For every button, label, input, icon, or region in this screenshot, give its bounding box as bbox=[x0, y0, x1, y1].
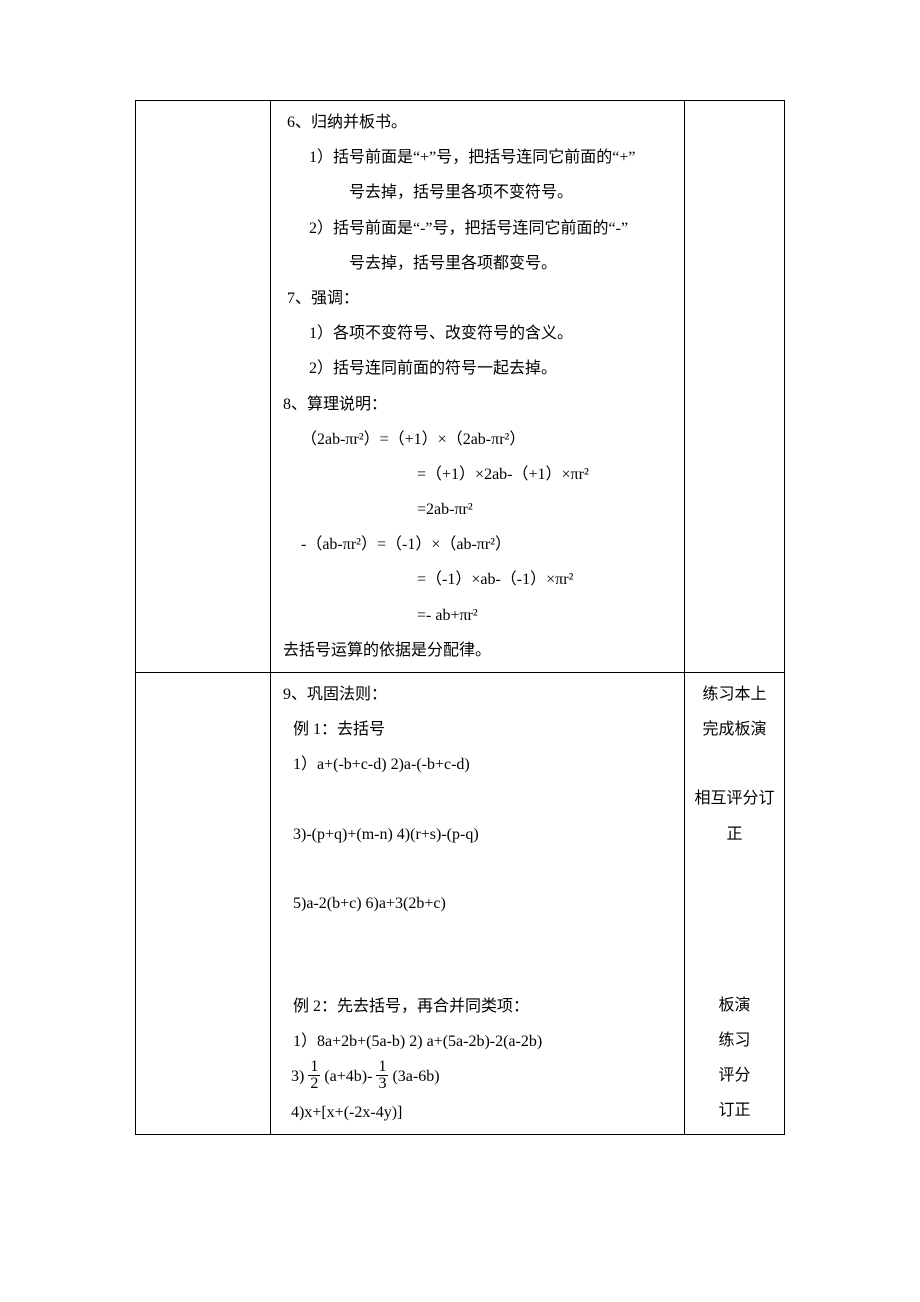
spacer bbox=[277, 783, 678, 817]
math: 4)x+[x+(-2x-4y)] bbox=[277, 1095, 678, 1130]
note: 订正 bbox=[691, 1093, 778, 1128]
note: 练习本上 bbox=[691, 677, 778, 712]
text: 9、巩固法则： bbox=[277, 677, 678, 712]
spacer bbox=[691, 747, 778, 781]
text: 7、强调： bbox=[277, 281, 678, 316]
text: 1）括号前面是“+”号，把括号连同它前面的“+” bbox=[277, 140, 678, 175]
math: 3)-(p+q)+(m-n) 4)(r+s)-(p-q) bbox=[277, 817, 678, 852]
note: 评分 bbox=[691, 1058, 778, 1093]
note: 板演 bbox=[691, 988, 778, 1023]
text: 号去掉，括号里各项不变符号。 bbox=[277, 175, 678, 210]
text: (3a-6b) bbox=[392, 1068, 439, 1085]
math: 1）8a+2b+(5a-b) 2) a+(5a-2b)-2(a-2b) bbox=[277, 1024, 678, 1059]
cell-left-2 bbox=[136, 673, 271, 1135]
denominator: 3 bbox=[376, 1076, 388, 1092]
numerator: 1 bbox=[376, 1059, 388, 1076]
math: =2ab-πr² bbox=[277, 492, 678, 527]
math: 5)a-2(b+c) 6)a+3(2b+c) bbox=[277, 886, 678, 921]
math: =- ab+πr² bbox=[277, 598, 678, 633]
text: 2）括号前面是“-”号，把括号连同它前面的“-” bbox=[277, 211, 678, 246]
spacer bbox=[691, 886, 778, 920]
page: 6、归纳并板书。 1）括号前面是“+”号，把括号连同它前面的“+” 号去掉，括号… bbox=[0, 0, 920, 1195]
note: 练习 bbox=[691, 1023, 778, 1058]
text: 6、归纳并板书。 bbox=[277, 105, 678, 140]
fraction-half: 1 2 bbox=[308, 1059, 320, 1092]
math: =（-1）×ab-（-1）×πr² bbox=[277, 562, 678, 597]
text: 3) bbox=[291, 1068, 304, 1085]
text: 1）各项不变符号、改变符号的含义。 bbox=[277, 316, 678, 351]
denominator: 2 bbox=[308, 1076, 320, 1092]
fraction-third: 1 3 bbox=[376, 1059, 388, 1092]
spacer bbox=[691, 852, 778, 886]
spacer bbox=[277, 921, 678, 955]
math: =（+1）×2ab-（+1）×πr² bbox=[277, 457, 678, 492]
spacer bbox=[691, 920, 778, 954]
numerator: 1 bbox=[308, 1059, 320, 1076]
cell-right-2: 练习本上 完成板演 相互评分订 正 板演 练习 评分 订正 bbox=[685, 673, 785, 1135]
note: 正 bbox=[691, 817, 778, 852]
lesson-table: 6、归纳并板书。 1）括号前面是“+”号，把括号连同它前面的“+” 号去掉，括号… bbox=[135, 100, 785, 1135]
cell-mid-2: 9、巩固法则： 例 1：去括号 1）a+(-b+c-d) 2)a-(-b+c-d… bbox=[271, 673, 685, 1135]
text: 去括号运算的依据是分配律。 bbox=[277, 633, 678, 668]
math-frac-line: 3) 1 2 (a+4b)- 1 3 (3a-6b) bbox=[277, 1059, 678, 1094]
text: (a+4b)- bbox=[324, 1068, 376, 1085]
text: 例 2：先去括号，再合并同类项： bbox=[277, 989, 678, 1024]
note: 相互评分订 bbox=[691, 781, 778, 816]
cell-left-1 bbox=[136, 101, 271, 673]
spacer bbox=[277, 955, 678, 989]
math: 1）a+(-b+c-d) 2)a-(-b+c-d) bbox=[277, 747, 678, 782]
cell-mid-1: 6、归纳并板书。 1）括号前面是“+”号，把括号连同它前面的“+” 号去掉，括号… bbox=[271, 101, 685, 673]
math: （2ab-πr²）=（+1）×（2ab-πr²） bbox=[277, 422, 678, 457]
text: 号去掉，括号里各项都变号。 bbox=[277, 246, 678, 281]
math: -（ab-πr²）=（-1）×（ab-πr²） bbox=[277, 527, 678, 562]
text: 2）括号连同前面的符号一起去掉。 bbox=[277, 351, 678, 386]
text: 例 1：去括号 bbox=[277, 712, 678, 747]
spacer bbox=[277, 852, 678, 886]
spacer bbox=[691, 954, 778, 988]
note: 完成板演 bbox=[691, 712, 778, 747]
table-row: 6、归纳并板书。 1）括号前面是“+”号，把括号连同它前面的“+” 号去掉，括号… bbox=[136, 101, 785, 673]
cell-right-1 bbox=[685, 101, 785, 673]
text: 8、算理说明： bbox=[277, 387, 678, 422]
table-row: 9、巩固法则： 例 1：去括号 1）a+(-b+c-d) 2)a-(-b+c-d… bbox=[136, 673, 785, 1135]
